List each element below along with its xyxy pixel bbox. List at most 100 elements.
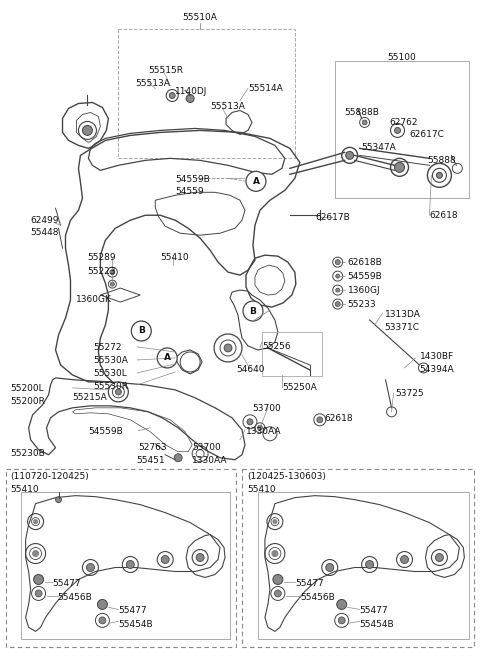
Circle shape: [336, 599, 347, 609]
Text: 55448: 55448: [31, 228, 59, 237]
Circle shape: [56, 496, 61, 503]
Text: 55513A: 55513A: [135, 79, 170, 88]
Text: 1430BF: 1430BF: [420, 352, 454, 361]
Text: 55256: 55256: [262, 342, 290, 351]
Circle shape: [273, 519, 277, 523]
Text: 52763: 52763: [138, 443, 167, 451]
Circle shape: [335, 259, 340, 265]
Circle shape: [86, 564, 95, 572]
Text: 55477: 55477: [52, 579, 81, 589]
Circle shape: [157, 348, 177, 368]
Text: 55454B: 55454B: [360, 620, 394, 630]
Circle shape: [174, 453, 182, 462]
Text: 55477: 55477: [119, 607, 147, 615]
Text: 55410: 55410: [247, 484, 276, 494]
Circle shape: [196, 554, 204, 562]
Text: 1140DJ: 1140DJ: [175, 86, 207, 96]
Text: 55215A: 55215A: [72, 393, 107, 402]
Text: 53700: 53700: [252, 404, 281, 413]
Circle shape: [83, 125, 93, 135]
Text: 55100: 55100: [387, 53, 416, 61]
Circle shape: [33, 550, 38, 556]
Circle shape: [272, 550, 278, 556]
Text: 55233: 55233: [348, 300, 376, 309]
Circle shape: [243, 301, 263, 321]
Text: (120425-130603): (120425-130603): [247, 472, 326, 480]
Circle shape: [110, 270, 115, 275]
Circle shape: [336, 288, 340, 292]
Circle shape: [110, 282, 114, 286]
Circle shape: [186, 94, 194, 102]
Circle shape: [35, 590, 42, 597]
Circle shape: [34, 574, 44, 585]
Text: 54559B: 54559B: [88, 427, 123, 436]
Circle shape: [97, 599, 108, 609]
Circle shape: [395, 127, 400, 133]
Text: 55515R: 55515R: [148, 65, 183, 75]
Circle shape: [115, 389, 121, 395]
Text: 1330AA: 1330AA: [246, 427, 281, 436]
Text: 62617B: 62617B: [316, 213, 350, 222]
Text: 55513A: 55513A: [210, 102, 245, 112]
Circle shape: [435, 554, 444, 562]
Text: 53725: 53725: [396, 389, 424, 398]
Text: 55477: 55477: [295, 579, 324, 589]
Text: 55289: 55289: [87, 253, 116, 262]
Bar: [262, 332, 322, 376]
Text: 55477: 55477: [360, 607, 388, 615]
Text: 54559B: 54559B: [348, 272, 383, 281]
Text: 1313DA: 1313DA: [384, 310, 420, 319]
Text: 55456B: 55456B: [300, 593, 335, 603]
Text: 55888: 55888: [428, 156, 456, 166]
Text: A: A: [252, 177, 260, 186]
Text: 55530L: 55530L: [94, 369, 127, 378]
Text: 1330AA: 1330AA: [192, 456, 228, 465]
Circle shape: [336, 274, 340, 278]
Circle shape: [166, 90, 178, 102]
Text: 55250A: 55250A: [282, 383, 317, 392]
Text: 54559B: 54559B: [175, 176, 210, 184]
Text: 55272: 55272: [94, 343, 122, 352]
Text: 55410: 55410: [11, 484, 39, 494]
Text: 55223: 55223: [87, 267, 116, 276]
Text: 55510A: 55510A: [183, 13, 217, 22]
Bar: [119, 28, 295, 158]
Text: 62618: 62618: [430, 211, 458, 220]
Text: B: B: [138, 327, 145, 335]
Text: 62618: 62618: [325, 414, 353, 423]
Text: 55888B: 55888B: [345, 108, 380, 117]
Bar: [335, 61, 469, 198]
Circle shape: [224, 344, 232, 352]
Text: 54394A: 54394A: [420, 365, 454, 374]
Text: 1360GK: 1360GK: [75, 295, 111, 304]
Circle shape: [338, 617, 345, 624]
Text: (110720-120425): (110720-120425): [11, 472, 89, 480]
Circle shape: [246, 172, 266, 191]
Circle shape: [161, 556, 169, 564]
Text: 62499: 62499: [31, 216, 59, 225]
Text: 53371C: 53371C: [384, 323, 420, 332]
Circle shape: [99, 617, 106, 624]
Circle shape: [436, 172, 443, 178]
Text: 62762: 62762: [390, 118, 418, 127]
Text: 54640: 54640: [236, 365, 264, 374]
Text: 62618B: 62618B: [348, 258, 383, 267]
Circle shape: [326, 564, 334, 572]
Text: 55200L: 55200L: [11, 384, 44, 393]
Circle shape: [346, 151, 354, 159]
Circle shape: [362, 120, 367, 125]
Text: 55530R: 55530R: [94, 382, 129, 391]
Text: 55200R: 55200R: [11, 397, 46, 406]
Circle shape: [273, 574, 283, 585]
Text: 55454B: 55454B: [119, 620, 153, 630]
Text: B: B: [250, 306, 256, 315]
Circle shape: [275, 590, 281, 597]
Text: 62617C: 62617C: [409, 131, 444, 139]
Circle shape: [400, 556, 408, 564]
Circle shape: [395, 162, 405, 172]
Bar: [258, 492, 469, 640]
Text: 53700: 53700: [192, 443, 221, 451]
Text: 1360GJ: 1360GJ: [348, 286, 380, 295]
Circle shape: [34, 519, 37, 523]
Circle shape: [126, 560, 134, 568]
